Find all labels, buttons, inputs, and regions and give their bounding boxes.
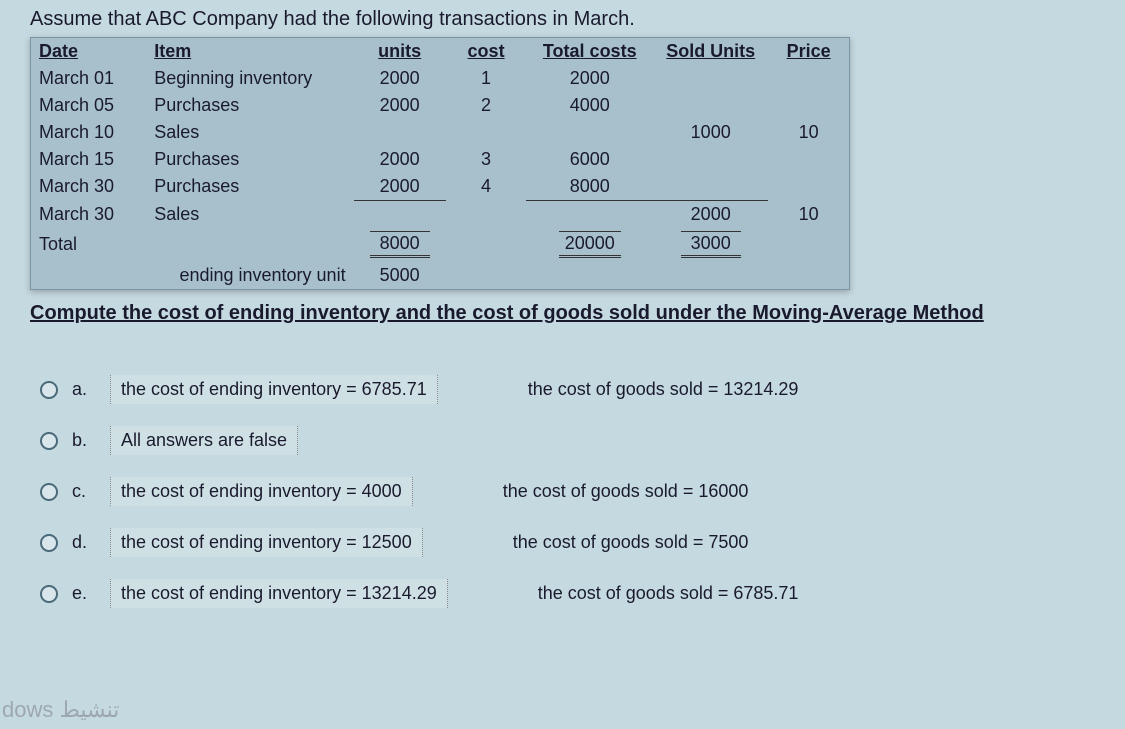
option-row[interactable]: e. the cost of ending inventory = 13214.2… bbox=[30, 579, 1095, 608]
ei-label: ending inventory unit bbox=[146, 261, 353, 289]
option-cogs: the cost of goods sold = 13214.29 bbox=[528, 379, 799, 400]
ei-units: 5000 bbox=[354, 261, 446, 289]
total-costs: 20000 bbox=[559, 231, 621, 258]
watermark: dows تنشيط bbox=[2, 697, 119, 723]
total-row: Total 8000 20000 3000 bbox=[31, 228, 849, 261]
option-letter: c. bbox=[72, 481, 96, 502]
transactions-table: Date Item units cost Total costs Sold Un… bbox=[30, 37, 850, 290]
hdr-sold: Sold Units bbox=[653, 38, 768, 65]
hdr-cost: cost bbox=[446, 38, 527, 65]
hdr-item: Item bbox=[146, 38, 353, 65]
total-units: 8000 bbox=[370, 231, 430, 258]
option-letter: a. bbox=[72, 379, 96, 400]
options-group: a. the cost of ending inventory = 6785.71… bbox=[30, 375, 1095, 608]
option-ei: the cost of ending inventory = 12500 bbox=[110, 528, 423, 557]
option-cogs: the cost of goods sold = 16000 bbox=[503, 481, 749, 502]
radio-icon[interactable] bbox=[40, 585, 58, 603]
hdr-price: Price bbox=[768, 38, 849, 65]
question-text: Compute the cost of ending inventory and… bbox=[30, 302, 1095, 325]
intro-text: Assume that ABC Company had the followin… bbox=[30, 8, 1095, 31]
option-ei: the cost of ending inventory = 6785.71 bbox=[110, 375, 438, 404]
ending-inventory-row: ending inventory unit 5000 bbox=[31, 261, 849, 289]
option-ei: the cost of ending inventory = 4000 bbox=[110, 477, 413, 506]
hdr-date: Date bbox=[31, 38, 146, 65]
option-ei: All answers are false bbox=[110, 426, 298, 455]
hdr-units: units bbox=[354, 38, 446, 65]
table-row: March 01Beginning inventory200012000 bbox=[31, 65, 849, 92]
table-row: March 30Purchases200048000 bbox=[31, 173, 849, 201]
total-label: Total bbox=[31, 228, 146, 261]
option-cogs: the cost of goods sold = 6785.71 bbox=[538, 583, 799, 604]
option-letter: d. bbox=[72, 532, 96, 553]
option-letter: e. bbox=[72, 583, 96, 604]
radio-icon[interactable] bbox=[40, 483, 58, 501]
radio-icon[interactable] bbox=[40, 432, 58, 450]
option-cogs: the cost of goods sold = 7500 bbox=[513, 532, 749, 553]
table-row: March 15Purchases200036000 bbox=[31, 146, 849, 173]
table-row: March 30Sales200010 bbox=[31, 201, 849, 229]
table-header-row: Date Item units cost Total costs Sold Un… bbox=[31, 38, 849, 65]
option-ei: the cost of ending inventory = 13214.29 bbox=[110, 579, 448, 608]
total-sold: 3000 bbox=[681, 231, 741, 258]
hdr-total: Total costs bbox=[526, 38, 653, 65]
radio-icon[interactable] bbox=[40, 381, 58, 399]
radio-icon[interactable] bbox=[40, 534, 58, 552]
table-row: March 10Sales100010 bbox=[31, 119, 849, 146]
option-row[interactable]: a. the cost of ending inventory = 6785.71… bbox=[30, 375, 1095, 404]
option-letter: b. bbox=[72, 430, 96, 451]
option-row[interactable]: c. the cost of ending inventory = 4000 the… bbox=[30, 477, 1095, 506]
option-row[interactable]: d. the cost of ending inventory = 12500 th… bbox=[30, 528, 1095, 557]
table-row: March 05Purchases200024000 bbox=[31, 92, 849, 119]
option-row[interactable]: b. All answers are false bbox=[30, 426, 1095, 455]
